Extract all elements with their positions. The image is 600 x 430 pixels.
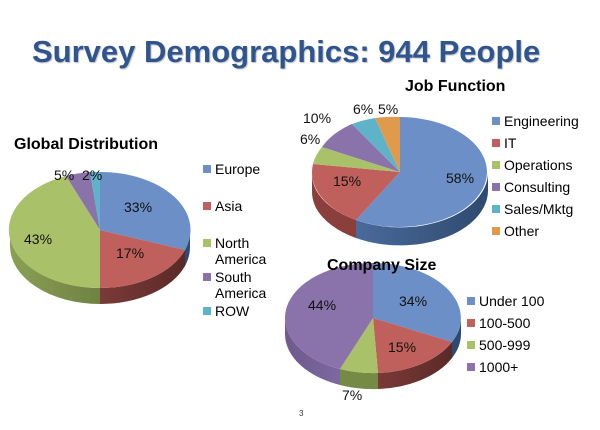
label-other: 5% [378,101,398,117]
swatch-it [492,139,500,147]
legend-item-row: ROW [203,303,266,319]
slice-consulting [322,124,400,172]
global-legend: Europe Asia North America South America RO… [203,161,266,323]
legend-item-europe: Europe [203,161,266,177]
slice-it [311,164,400,220]
swatch-operations [492,161,500,169]
label-south-america: 5% [54,167,74,183]
swatch-consulting [492,183,500,191]
legend-item-100-500: 100-500 [467,315,544,331]
swatch-under-100 [467,297,475,305]
label-it: 15% [333,173,361,189]
slice-engineering [356,117,487,227]
swatch-other [492,227,500,235]
job-chart-title: Job Function [405,78,506,95]
swatch-south-america [203,273,211,281]
legend-item-sales: Sales/Mktg [492,201,579,217]
label-asia: 17% [116,245,144,261]
slice-500-999 [340,318,378,374]
job-function-pie [311,116,489,246]
legend-item-500-999: 500-999 [467,337,544,353]
slice-north-america [8,176,101,289]
global-distribution-pie [8,171,191,305]
swatch-europe [203,165,211,173]
label-engineering: 58% [446,170,474,186]
legend-item-consulting: Consulting [492,179,579,195]
swatch-1000-plus [467,363,475,371]
label-under-100: 34% [399,293,427,309]
swatch-row [203,307,211,315]
legend-item-other: Other [492,223,579,239]
slice-row [90,171,100,230]
slice-operations [313,147,400,172]
legend-item-under-100: Under 100 [467,293,544,309]
legend-item-asia: Asia [203,198,266,214]
slice-south-america [66,172,100,230]
slice-under-100 [373,263,461,342]
company-legend: Under 100 100-500 500-999 1000+ [467,293,544,379]
label-north-america: 43% [24,231,52,247]
company-chart-title: Company Size [327,257,437,274]
job-legend: Engineering IT Operations Consulting Sal… [492,113,579,243]
label-500-999: 7% [342,387,362,403]
swatch-sales [492,205,500,213]
label-operations: 6% [300,131,320,147]
global-chart-title: Global Distribution [14,136,158,153]
swatch-500-999 [467,341,475,349]
label-sales: 6% [353,101,373,117]
legend-item-1000-plus: 1000+ [467,359,544,375]
label-100-500: 15% [388,339,416,355]
page-number: 3 [299,409,304,418]
swatch-north-america [203,239,211,247]
swatch-engineering [492,117,500,125]
label-row: 2% [82,167,102,183]
label-consulting: 10% [303,110,331,126]
legend-item-north-america: North America [203,235,266,267]
slice-asia [100,230,185,289]
slice-europe [100,171,191,250]
company-size-pie [284,263,461,390]
swatch-asia [203,202,211,210]
slice-sales [352,118,400,172]
legend-item-south-america: South America [203,269,266,301]
label-europe: 33% [124,199,152,215]
legend-item-engineering: Engineering [492,113,579,129]
label-1000-plus: 44% [308,297,336,313]
legend-item-it: IT [492,135,579,151]
slice-1000-plus [284,263,373,369]
legend-item-operations: Operations [492,157,579,173]
swatch-100-500 [467,319,475,327]
slide-title: Survey Demographics: 944 People [32,34,541,69]
slice-other [375,116,400,172]
slice-100-500 [373,318,452,373]
